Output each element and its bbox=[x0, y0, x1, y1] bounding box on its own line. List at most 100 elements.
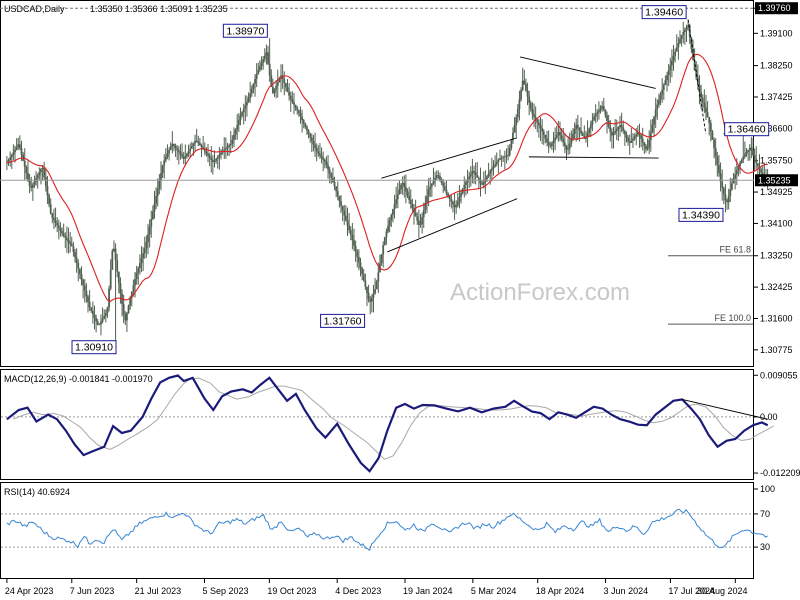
time-tick-label: 7 Jun 2023 bbox=[70, 586, 115, 596]
candle-body bbox=[505, 155, 508, 157]
candle-body bbox=[270, 75, 273, 87]
time-tick-label: 18 Apr 2024 bbox=[536, 586, 585, 596]
candle-body bbox=[294, 104, 297, 108]
candle-body bbox=[319, 153, 321, 156]
candle-body bbox=[622, 127, 625, 131]
candle-body bbox=[635, 134, 638, 137]
candle-body bbox=[649, 132, 652, 141]
price-axis-max-box bbox=[755, 2, 798, 15]
candle-body bbox=[72, 246, 75, 252]
candle-body bbox=[59, 228, 62, 231]
candle-body bbox=[356, 251, 359, 257]
candle-body bbox=[70, 244, 73, 247]
candle-body bbox=[293, 102, 295, 105]
candle-body bbox=[361, 268, 364, 275]
price-axis-max-label: 1.39760 bbox=[758, 3, 791, 13]
candle-body bbox=[370, 297, 373, 302]
candle-body bbox=[369, 299, 372, 302]
candle-body bbox=[443, 186, 446, 190]
candle-body bbox=[91, 310, 94, 315]
candle-body bbox=[54, 220, 57, 223]
candle-body bbox=[259, 66, 261, 70]
candle-body bbox=[252, 83, 255, 89]
candle-body bbox=[435, 175, 438, 179]
candle-body bbox=[171, 143, 174, 147]
candle-body bbox=[533, 114, 535, 117]
candle-body bbox=[246, 101, 248, 106]
candle-body bbox=[645, 145, 647, 150]
candle-body bbox=[192, 143, 195, 146]
candle-body bbox=[314, 144, 316, 149]
candle-body bbox=[161, 165, 164, 174]
candle-body bbox=[215, 158, 218, 162]
candle-body bbox=[576, 124, 579, 128]
candle-body bbox=[224, 148, 227, 150]
macd-main-line bbox=[6, 374, 769, 473]
candle-body bbox=[508, 148, 511, 156]
trendline bbox=[519, 56, 656, 89]
candle-body bbox=[422, 210, 425, 218]
candle-body bbox=[620, 124, 623, 128]
candle-body bbox=[299, 113, 302, 117]
candle-body bbox=[387, 225, 389, 232]
candle-body bbox=[375, 281, 378, 290]
candle-body bbox=[403, 183, 406, 188]
candle-body bbox=[359, 262, 362, 269]
price-label-box bbox=[724, 122, 770, 137]
candle-body bbox=[450, 198, 453, 202]
candle-body bbox=[276, 82, 279, 86]
candle-body bbox=[727, 195, 730, 203]
candle-body bbox=[570, 138, 573, 144]
candle-body bbox=[327, 165, 329, 170]
candle-body bbox=[82, 279, 85, 286]
candle-body bbox=[30, 185, 33, 188]
symbol-label: USDCAD,Daily bbox=[4, 4, 65, 14]
candle-body bbox=[426, 196, 428, 204]
candle-body bbox=[250, 88, 253, 94]
candle-body bbox=[456, 201, 459, 206]
candle-body bbox=[648, 140, 651, 148]
candle-body bbox=[23, 160, 26, 167]
candle-body bbox=[589, 124, 592, 129]
macd-signal-line bbox=[12, 377, 774, 460]
candle-body bbox=[56, 222, 59, 226]
candle-body bbox=[307, 130, 310, 135]
candle-body bbox=[189, 148, 192, 152]
candle-body bbox=[627, 137, 630, 142]
candle-body bbox=[181, 154, 183, 157]
candle-body bbox=[338, 196, 341, 201]
candle-body bbox=[247, 98, 250, 102]
candle-body bbox=[593, 116, 595, 121]
candle-body bbox=[732, 178, 735, 184]
price-tick-label: 1.33250 bbox=[760, 251, 793, 261]
candle-body bbox=[5, 162, 8, 164]
rsi-tick-label: 30 bbox=[760, 542, 770, 552]
candle-body bbox=[114, 248, 117, 261]
candle-body bbox=[322, 157, 325, 160]
candle-body bbox=[487, 173, 490, 177]
candle-body bbox=[25, 166, 28, 174]
candle-body bbox=[708, 117, 711, 124]
candle-body bbox=[636, 132, 639, 135]
macd-trendline bbox=[682, 398, 768, 420]
candle-body bbox=[241, 112, 243, 116]
candle-body bbox=[296, 107, 299, 111]
candle-body bbox=[753, 154, 756, 160]
candle-body bbox=[382, 245, 385, 255]
candle-body bbox=[20, 148, 23, 155]
rsi-panel: RSI(14) 40.6924 100 70 30 bbox=[0, 482, 775, 579]
candle-body bbox=[549, 145, 552, 147]
candle-body bbox=[377, 272, 380, 282]
candle-body bbox=[695, 70, 698, 78]
rsi-tick-label: 70 bbox=[760, 509, 770, 519]
candle-body bbox=[687, 25, 690, 28]
candle-body bbox=[632, 138, 634, 141]
time-tick-label: 17 Jul 2024 bbox=[668, 586, 715, 596]
candle-body bbox=[500, 157, 503, 159]
candle-body bbox=[268, 63, 271, 76]
candle-body bbox=[409, 199, 412, 205]
candle-body bbox=[100, 321, 102, 325]
candle-body bbox=[166, 153, 169, 157]
